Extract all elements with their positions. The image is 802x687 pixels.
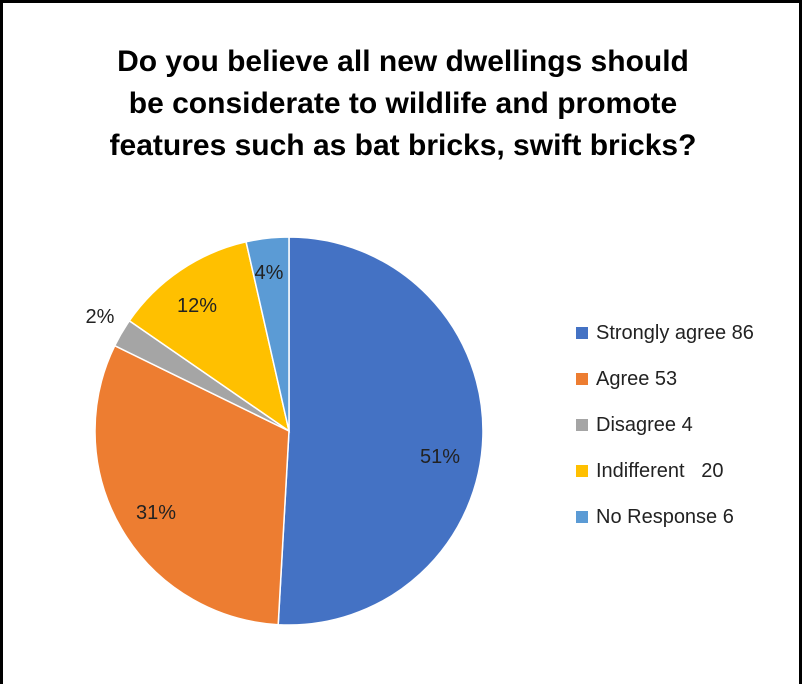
legend-swatch [576, 465, 588, 477]
legend-label: Strongly agree 86 [596, 321, 754, 344]
legend-swatch [576, 419, 588, 431]
pie-slice-strongly [277, 236, 484, 626]
legend-item: Strongly agree 86 [576, 321, 754, 345]
legend-item: Indifferent 20 [576, 459, 754, 483]
slice-percent-label: 31% [136, 502, 176, 524]
slice-percent-label: 2% [86, 306, 115, 328]
chart-title: Do you believe all new dwellings should … [23, 41, 783, 167]
legend-item: No Response 6 [576, 505, 754, 529]
legend-swatch [576, 373, 588, 385]
legend-item: Agree 53 [576, 367, 754, 391]
legend-swatch [576, 511, 588, 523]
chart-legend: Strongly agree 86 Agree 53 Disagree 4 Indif… [576, 321, 754, 551]
pie-slice-indifferent [128, 240, 291, 433]
legend-label: Agree 53 [596, 367, 678, 390]
legend-swatch [576, 327, 588, 339]
chart-title-line-2: be considerate to wildlife and promote [128, 87, 678, 120]
slice-percent-label: 12% [177, 295, 217, 317]
legend-item: Disagree 4 [576, 413, 754, 437]
chart-title-line-3: features such as bat bricks, swift brick… [109, 129, 697, 162]
chart-title-line-1: Do you believe all new dwellings should [117, 45, 689, 78]
slice-percent-label: 51% [420, 446, 460, 468]
legend-label: Disagree 4 [596, 413, 693, 436]
legend-label: No Response 6 [596, 505, 734, 528]
pie-chart: 51% 31% 2% 12% 4% [86, 236, 484, 626]
slice-percent-label: 4% [255, 262, 284, 284]
pie-slice-agree [94, 344, 290, 626]
pie-slice-no [245, 236, 290, 432]
legend-label: Indifferent 20 [596, 459, 724, 482]
